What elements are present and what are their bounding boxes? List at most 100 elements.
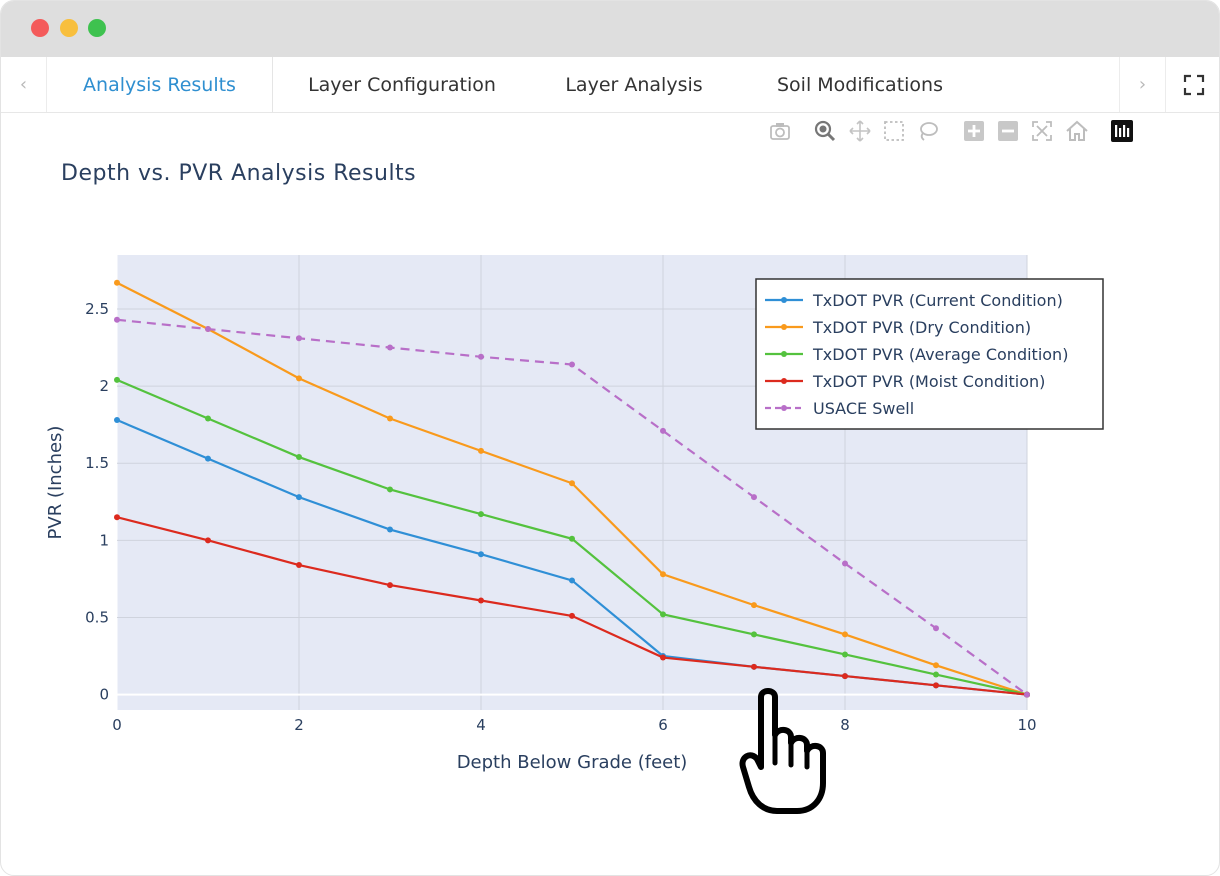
series-0-point (478, 551, 484, 558)
y-tick-label: 1 (99, 531, 109, 549)
chevron-left-icon: ‹ (19, 74, 28, 95)
series-4-point (569, 361, 575, 368)
series-4-point (387, 344, 393, 351)
series-3-point (478, 597, 484, 604)
chart-title: Depth vs. PVR Analysis Results (61, 161, 417, 186)
series-1-point (114, 279, 120, 286)
series-1-point (933, 662, 939, 669)
zoom-out-icon[interactable] (996, 119, 1020, 143)
series-1-point (842, 631, 848, 638)
series-1-point (478, 447, 484, 454)
legend-label-4: USACE Swell (813, 399, 914, 418)
series-2-point (205, 415, 211, 422)
series-2-point (569, 535, 575, 542)
zoom-icon[interactable] (813, 119, 837, 143)
zoom-in-icon[interactable] (962, 119, 986, 143)
series-2-point (478, 511, 484, 518)
legend-marker-2 (781, 351, 787, 357)
pan-icon[interactable] (848, 119, 872, 143)
series-3-point (569, 612, 575, 619)
y-tick-label: 2 (99, 377, 109, 395)
series-1-point (660, 571, 666, 578)
legend-marker-3 (781, 378, 787, 384)
series-3-point (296, 562, 302, 569)
title-bar (1, 1, 1219, 57)
y-tick-label: 0 (99, 686, 109, 704)
expand-icon (1183, 74, 1204, 95)
x-axis-title: Depth Below Grade (feet) (457, 752, 688, 773)
series-4-point (933, 625, 939, 632)
x-tick-label: 10 (1017, 716, 1036, 734)
series-3-point (114, 514, 120, 521)
legend-marker-4 (781, 405, 787, 411)
box-select-icon[interactable] (882, 119, 906, 143)
camera-icon[interactable] (768, 119, 792, 143)
close-window-button[interactable] (31, 19, 49, 37)
x-tick-label: 8 (840, 716, 850, 734)
home-icon[interactable] (1065, 119, 1089, 143)
legend-label-3: TxDOT PVR (Moist Condition) (812, 372, 1045, 391)
series-2-point (114, 376, 120, 383)
series-2-point (751, 631, 757, 638)
series-2-point (660, 611, 666, 618)
tab-scroll-right-button[interactable]: › (1119, 57, 1165, 112)
series-4-point (751, 494, 757, 501)
lasso-icon[interactable] (916, 119, 940, 143)
series-3-point (660, 654, 666, 661)
series-3-point (751, 663, 757, 670)
series-2-point (387, 486, 393, 493)
y-tick-label: 1.5 (85, 454, 109, 472)
minimize-window-button[interactable] (60, 19, 78, 37)
series-0-point (205, 455, 211, 462)
series-4-point (1024, 691, 1030, 698)
series-2-point (933, 671, 939, 678)
legend-marker-1 (781, 324, 787, 330)
chart-modebar (765, 119, 1145, 143)
y-tick-label: 0.5 (85, 608, 109, 626)
series-4-point (478, 353, 484, 360)
series-1-point (751, 602, 757, 609)
tab-layer-configuration[interactable]: Layer Configuration (308, 73, 496, 96)
plotly-logo-icon[interactable] (1110, 119, 1134, 143)
tab-soil-modifications[interactable]: Soil Modifications (777, 73, 943, 96)
series-2-point (296, 454, 302, 461)
series-0-point (114, 417, 120, 424)
legend-label-0: TxDOT PVR (Current Condition) (812, 291, 1063, 310)
fullscreen-button[interactable] (1165, 57, 1219, 112)
series-4-point (660, 427, 666, 434)
series-4-point (842, 560, 848, 567)
pointer-hand-icon (739, 688, 826, 814)
legend-box (755, 278, 1104, 430)
autoscale-icon[interactable] (1030, 119, 1054, 143)
series-3-point (933, 682, 939, 689)
series-1-point (296, 375, 302, 382)
x-tick-label: 2 (294, 716, 304, 734)
tab-bar: ‹ Analysis Results Layer Configuration L… (1, 57, 1219, 113)
series-0-point (387, 526, 393, 533)
legend-label-1: TxDOT PVR (Dry Condition) (812, 318, 1031, 337)
y-tick-label: 2.5 (85, 300, 109, 318)
tab-analysis-results[interactable]: Analysis Results (47, 57, 273, 112)
series-2-point (842, 651, 848, 658)
maximize-window-button[interactable] (88, 19, 106, 37)
series-3-point (842, 673, 848, 680)
series-4-point (296, 335, 302, 342)
series-0-point (296, 494, 302, 501)
tab-layer-analysis[interactable]: Layer Analysis (565, 73, 703, 96)
x-tick-label: 0 (112, 716, 122, 734)
series-0-point (569, 577, 575, 584)
series-4-point (205, 326, 211, 333)
x-tick-label: 6 (658, 716, 668, 734)
series-4-point (114, 316, 120, 323)
series-1-point (569, 480, 575, 487)
series-3-point (387, 582, 393, 589)
series-1-point (387, 415, 393, 422)
legend-label-2: TxDOT PVR (Average Condition) (812, 345, 1068, 364)
series-3-point (205, 537, 211, 544)
chevron-right-icon: › (1138, 74, 1147, 95)
tab-scroll-left-button[interactable]: ‹ (1, 57, 47, 112)
x-tick-label: 4 (476, 716, 486, 734)
y-axis-title: PVR (Inches) (45, 426, 66, 540)
